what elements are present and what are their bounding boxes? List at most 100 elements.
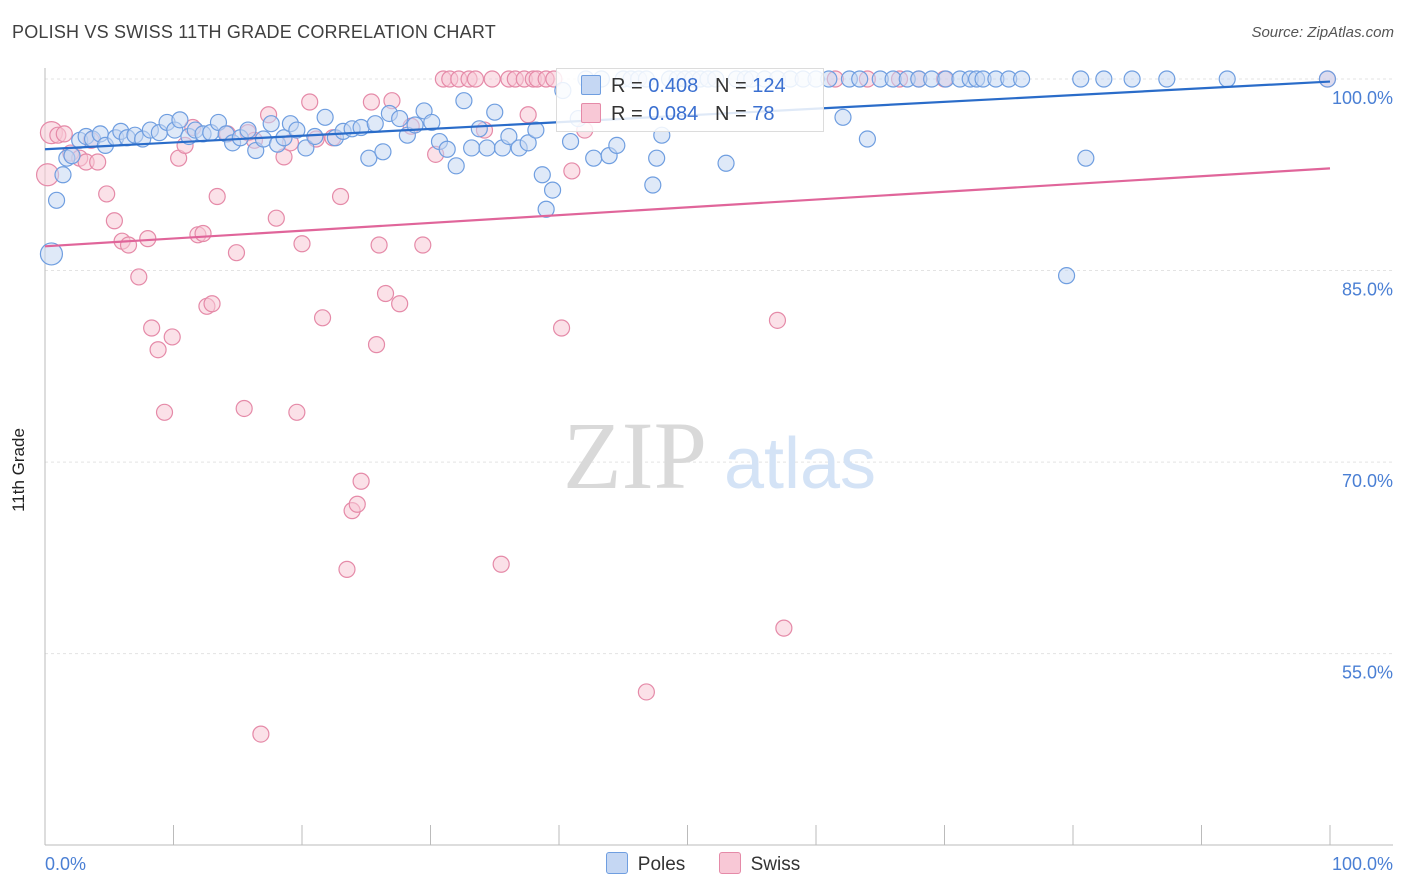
poles-swatch bbox=[581, 75, 601, 95]
swiss-point bbox=[492, 555, 510, 573]
poles-point bbox=[1318, 70, 1337, 88]
swiss-swatch bbox=[581, 103, 601, 123]
poles-point bbox=[391, 109, 409, 128]
swiss-point bbox=[235, 399, 253, 418]
chart-title: POLISH VS SWISS 11TH GRADE CORRELATION C… bbox=[12, 22, 496, 42]
poles-r-value: 0.408 bbox=[648, 75, 699, 97]
correlation-legend: R = 0.408 N = 124 R = 0.084 N = 78 bbox=[556, 68, 824, 132]
poles-point bbox=[608, 136, 626, 155]
swiss-r-value: 0.084 bbox=[648, 103, 699, 125]
swiss-point bbox=[466, 70, 485, 88]
poles-point bbox=[478, 139, 496, 157]
poles-point bbox=[851, 70, 869, 88]
swiss-point bbox=[338, 560, 356, 578]
swiss-point bbox=[637, 683, 655, 701]
poles-point bbox=[1095, 70, 1113, 88]
swiss-point bbox=[267, 209, 285, 227]
watermark-atlas: atlas bbox=[724, 424, 876, 504]
swiss-point bbox=[313, 309, 332, 327]
poles-point bbox=[1072, 70, 1090, 88]
watermark-zip: ZIP bbox=[563, 402, 707, 509]
swiss-point bbox=[252, 725, 270, 743]
swiss-point bbox=[552, 319, 571, 337]
swiss-point bbox=[203, 295, 221, 313]
poles-point bbox=[644, 176, 662, 194]
swiss-point bbox=[414, 236, 432, 254]
swiss-point bbox=[149, 341, 167, 359]
swiss-point bbox=[119, 236, 138, 254]
poles-point bbox=[1218, 70, 1236, 88]
y-tick-label: 100.0% bbox=[1332, 88, 1393, 108]
poles-point bbox=[63, 147, 81, 165]
poles-point bbox=[585, 149, 603, 167]
poles-point bbox=[455, 92, 473, 110]
swiss-r-label: R = bbox=[611, 103, 643, 125]
legend-item-poles[interactable]: Poles bbox=[605, 852, 685, 876]
source-credit: Source: ZipAtlas.com bbox=[1251, 24, 1394, 41]
swiss-point bbox=[98, 185, 116, 203]
swiss-point bbox=[348, 495, 366, 513]
poles-point bbox=[47, 191, 66, 209]
tick-labels: 55.0% 70.0% 85.0% 100.0% 0.0% 100.0% bbox=[45, 88, 1393, 874]
swiss-point bbox=[89, 153, 107, 171]
poles-point bbox=[470, 120, 488, 138]
swiss-point bbox=[293, 235, 311, 253]
poles-n-label: N = bbox=[714, 75, 747, 97]
poles-point bbox=[360, 149, 378, 167]
swiss-point bbox=[227, 244, 246, 262]
poles-point bbox=[834, 108, 852, 126]
poles-point bbox=[543, 181, 562, 199]
poles-point bbox=[447, 157, 465, 175]
swiss-point bbox=[367, 336, 386, 354]
swiss-point bbox=[519, 106, 537, 124]
swiss-point bbox=[370, 236, 388, 254]
poles-n-value: 124 bbox=[752, 75, 786, 97]
y-tick-label: 55.0% bbox=[1342, 663, 1393, 683]
swiss-point bbox=[563, 162, 581, 180]
legend-item-swiss[interactable]: Swiss bbox=[718, 852, 800, 876]
swiss-series bbox=[35, 70, 1337, 743]
poles-r-label: R = bbox=[611, 75, 643, 97]
poles-point bbox=[1158, 70, 1176, 88]
poles-point bbox=[39, 242, 64, 266]
poles-point bbox=[171, 111, 189, 129]
swiss-n-value: 78 bbox=[752, 103, 775, 125]
poles-point bbox=[486, 103, 504, 121]
poles-point bbox=[648, 149, 666, 167]
swiss-point bbox=[331, 187, 350, 206]
poles-point bbox=[423, 113, 441, 132]
swiss-point bbox=[352, 472, 370, 490]
swiss-point bbox=[105, 212, 123, 230]
swiss-point bbox=[391, 295, 409, 313]
poles-point bbox=[500, 127, 518, 146]
swiss-point bbox=[768, 311, 787, 329]
swiss-point bbox=[155, 403, 174, 421]
poles-legend-swatch bbox=[605, 852, 628, 874]
axes bbox=[44, 68, 1393, 846]
poles-point bbox=[316, 108, 334, 126]
swiss-point bbox=[301, 93, 319, 111]
poles-point bbox=[239, 121, 257, 139]
poles-point bbox=[438, 140, 456, 158]
poles-point bbox=[1012, 70, 1031, 88]
swiss-point bbox=[775, 619, 793, 637]
swiss-point bbox=[376, 284, 395, 303]
swiss-point bbox=[288, 403, 306, 421]
poles-point bbox=[1123, 70, 1141, 88]
swiss-n-label: N = bbox=[714, 103, 747, 125]
poles-point bbox=[561, 132, 580, 151]
poles-point bbox=[463, 139, 481, 157]
y-tick-label: 85.0% bbox=[1342, 280, 1393, 300]
poles-point bbox=[717, 154, 735, 172]
poles-point bbox=[366, 115, 384, 133]
swiss-point bbox=[208, 187, 226, 206]
swiss-point bbox=[55, 125, 73, 143]
poles-point bbox=[262, 115, 280, 133]
poles-point bbox=[858, 130, 877, 148]
poles-point bbox=[1057, 267, 1076, 285]
poles-point bbox=[306, 127, 324, 146]
poles-point bbox=[519, 134, 537, 152]
legend-row-poles: R = 0.408 N = 124 bbox=[581, 75, 786, 98]
swiss-point bbox=[163, 328, 181, 346]
